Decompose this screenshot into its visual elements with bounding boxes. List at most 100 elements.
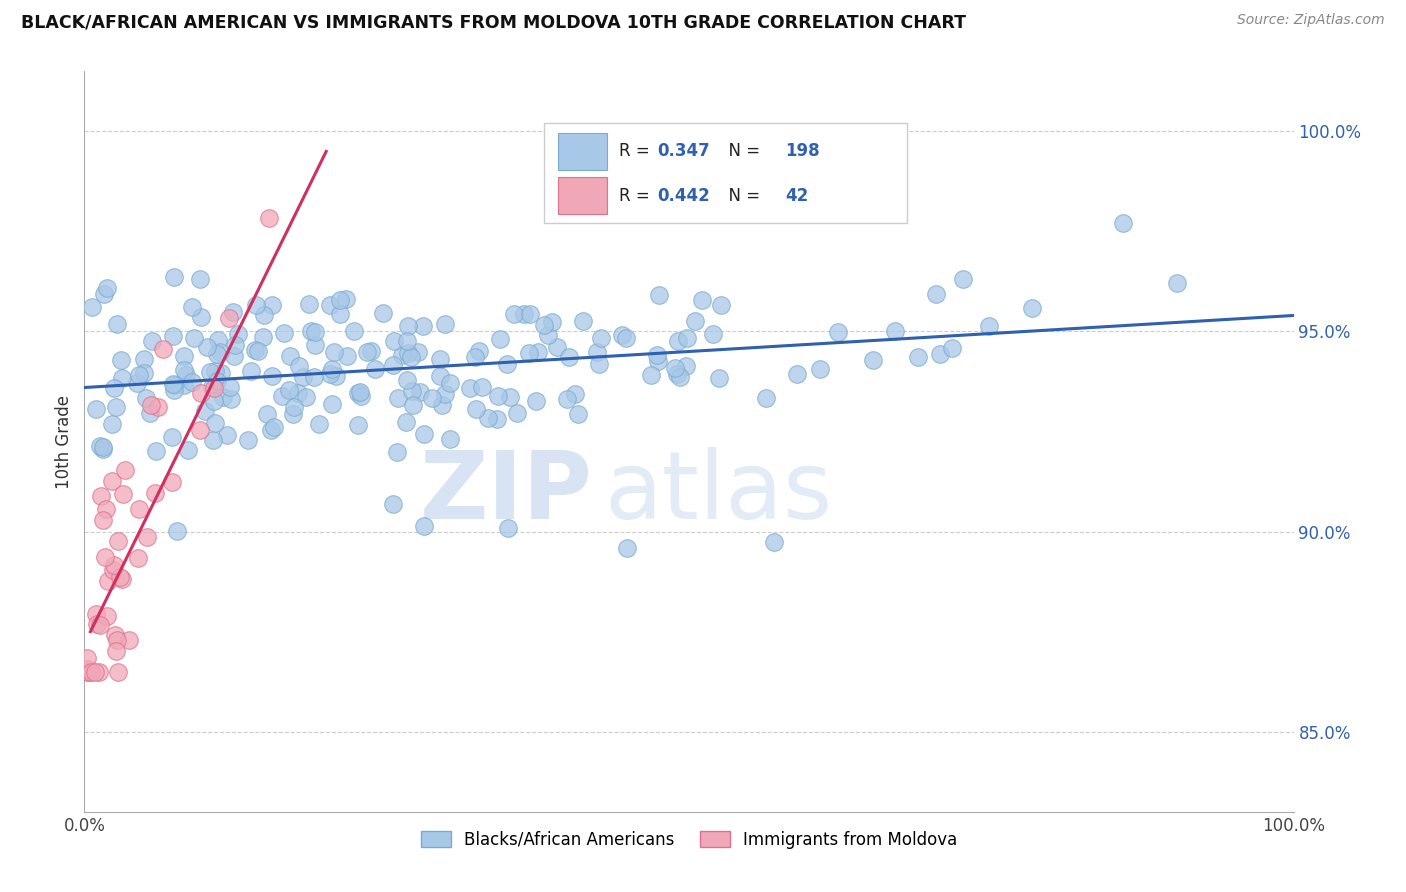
Point: [128, 502, 150, 516]
Point: [502, 307, 524, 321]
Point: [247, 343, 270, 358]
Point: [160, 430, 183, 444]
Point: [382, 497, 405, 511]
Point: [335, 293, 357, 307]
Point: [163, 269, 186, 284]
FancyBboxPatch shape: [544, 123, 907, 223]
Point: [763, 534, 786, 549]
Point: [308, 417, 330, 431]
Point: [612, 327, 634, 342]
FancyBboxPatch shape: [558, 178, 607, 214]
Point: [218, 311, 240, 326]
Point: [884, 324, 907, 338]
Point: [591, 331, 613, 345]
Point: [103, 381, 125, 395]
Point: [346, 386, 368, 401]
Point: [546, 340, 568, 354]
Point: [467, 343, 489, 358]
Point: [471, 379, 494, 393]
Text: 0.347: 0.347: [658, 143, 710, 161]
Point: [252, 330, 274, 344]
Point: [271, 389, 294, 403]
Point: [287, 386, 309, 401]
Point: [180, 300, 202, 314]
Point: [387, 445, 409, 459]
Point: [349, 384, 371, 399]
Legend: Blacks/African Americans, Immigrants from Moldova: Blacks/African Americans, Immigrants fro…: [415, 824, 963, 855]
Point: [360, 343, 382, 358]
Point: [195, 340, 218, 354]
Point: [1021, 301, 1043, 315]
Point: [219, 380, 242, 394]
Point: [690, 293, 713, 308]
Point: [406, 345, 429, 359]
Y-axis label: 10th Grade: 10th Grade: [55, 394, 73, 489]
Point: [205, 347, 228, 361]
Point: [564, 387, 586, 401]
Text: BLACK/AFRICAN AMERICAN VS IMMIGRANTS FROM MOLDOVA 10TH GRADE CORRELATION CHART: BLACK/AFRICAN AMERICAN VS IMMIGRANTS FRO…: [21, 13, 966, 31]
Point: [413, 519, 436, 533]
Point: [96, 281, 118, 295]
Point: [201, 380, 224, 394]
Point: [396, 373, 419, 387]
Point: [808, 362, 831, 376]
Point: [409, 384, 432, 399]
Point: [281, 407, 304, 421]
Point: [675, 331, 697, 345]
Point: [209, 345, 232, 359]
Point: [177, 442, 200, 457]
Point: [304, 338, 326, 352]
Point: [710, 298, 733, 312]
Point: [325, 369, 347, 384]
Point: [283, 400, 305, 414]
Point: [399, 350, 422, 364]
Point: [401, 384, 423, 398]
Point: [640, 368, 662, 382]
Point: [118, 632, 141, 647]
Point: [101, 417, 124, 431]
Point: [540, 315, 562, 329]
Point: [929, 347, 952, 361]
Point: [647, 353, 669, 368]
Point: [104, 400, 127, 414]
Point: [827, 326, 849, 340]
Point: [194, 403, 217, 417]
Point: [319, 298, 342, 312]
Point: [292, 369, 315, 384]
Text: R =: R =: [619, 186, 655, 205]
Point: [675, 359, 697, 374]
Point: [173, 349, 195, 363]
Point: [260, 423, 283, 437]
Point: [263, 420, 285, 434]
Point: [319, 368, 342, 382]
Point: [143, 486, 166, 500]
Point: [84, 665, 107, 679]
Point: [245, 343, 267, 358]
Point: [464, 402, 486, 417]
Point: [162, 329, 184, 343]
Point: [166, 524, 188, 539]
Point: [439, 433, 461, 447]
Point: [114, 463, 136, 477]
Point: [90, 489, 112, 503]
Point: [202, 381, 225, 395]
Point: [755, 391, 778, 405]
Point: [190, 386, 212, 401]
Point: [101, 474, 124, 488]
Point: [329, 307, 352, 321]
Point: [382, 334, 405, 348]
Point: [77, 665, 100, 679]
Point: [1112, 216, 1135, 230]
Point: [174, 368, 197, 382]
Point: [91, 442, 114, 457]
Point: [162, 376, 184, 391]
Point: [135, 530, 157, 544]
Point: [103, 558, 125, 572]
Point: [664, 360, 686, 375]
Text: R =: R =: [619, 143, 655, 161]
Point: [683, 314, 706, 328]
Text: N =: N =: [718, 186, 765, 205]
Point: [439, 376, 461, 390]
Point: [141, 334, 163, 349]
Point: [96, 609, 118, 624]
